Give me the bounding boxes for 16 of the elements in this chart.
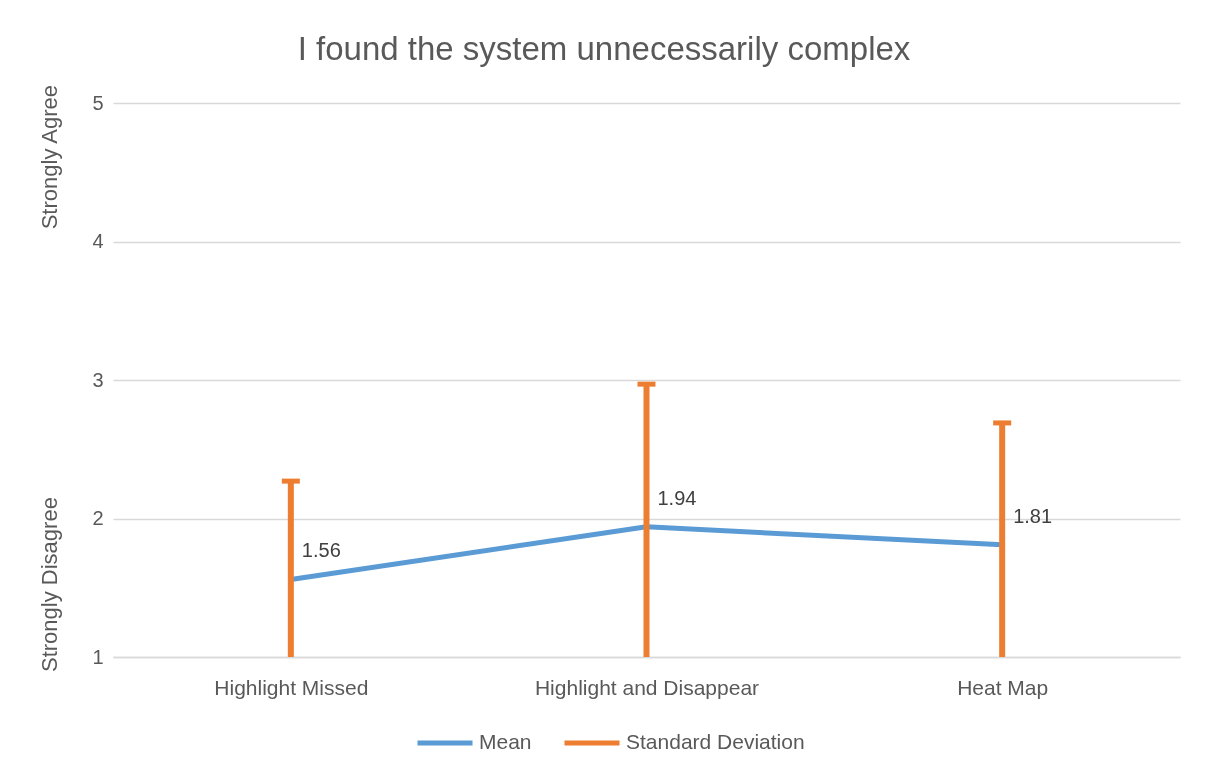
x-tick-label: Heat Map xyxy=(957,675,1049,699)
text: Strongly Disagree xyxy=(37,497,62,672)
legend-label: Standard Deviation xyxy=(626,730,805,753)
y-tick-label: 5 xyxy=(92,91,104,114)
data-label: 1.94 xyxy=(657,486,697,509)
data-label: 1.81 xyxy=(1013,504,1053,527)
y-tick-label: 3 xyxy=(92,368,104,391)
data-label: 1.56 xyxy=(301,539,341,562)
y-tick-label: 1 xyxy=(92,645,104,668)
x-tick-label: Highlight and Disappear xyxy=(534,675,760,699)
legend-label: Mean xyxy=(479,730,532,753)
y-tick-label: 4 xyxy=(92,230,104,252)
chart-title: I found the system unnecessarily complex xyxy=(297,30,911,67)
y-tick-label: 2 xyxy=(92,507,104,529)
x-tick-label: Highlight Missed xyxy=(214,675,369,699)
text: Strongly Agree xyxy=(37,85,62,230)
